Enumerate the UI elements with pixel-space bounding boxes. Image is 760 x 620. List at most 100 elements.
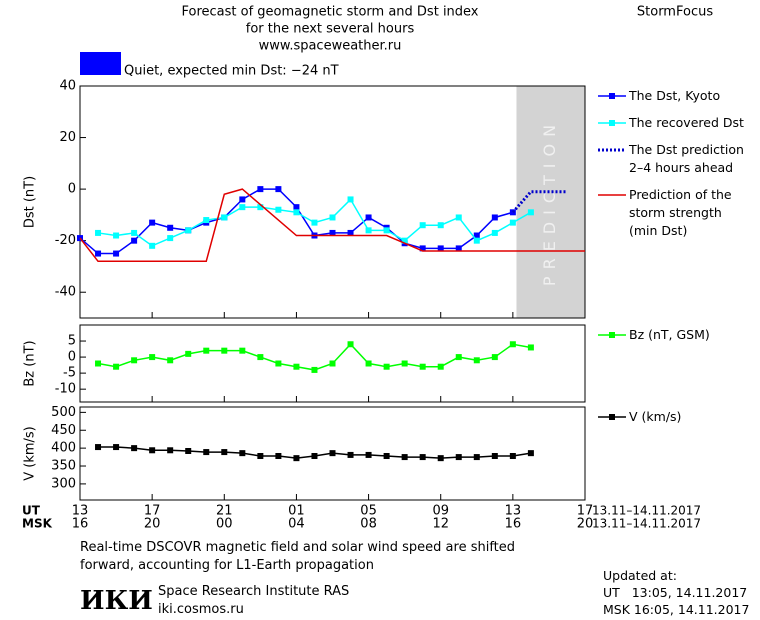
- legend-label: The recovered Dst: [629, 115, 744, 130]
- point: [437, 245, 444, 252]
- point: [527, 209, 534, 216]
- y-axis-label: V (km/s): [23, 426, 38, 481]
- y-tick-label: 40: [59, 79, 76, 94]
- note: forward, accounting for L1-Earth propaga…: [80, 558, 374, 573]
- institute: Space Research Institute RAS: [158, 584, 350, 599]
- point: [167, 224, 174, 231]
- series-line: [97, 343, 532, 371]
- point: [383, 453, 390, 460]
- point: [311, 453, 318, 460]
- point: [455, 454, 462, 461]
- x-tick-label-msk: 20: [144, 517, 161, 532]
- point: [347, 196, 354, 203]
- y-tick-label: 350: [51, 459, 76, 474]
- updated-ut: UT 13:05, 14.11.2017: [603, 585, 748, 600]
- point: [365, 451, 372, 458]
- site: iki.cosmos.ru: [158, 602, 244, 617]
- point: [329, 360, 336, 367]
- plot-frame: [79, 324, 586, 403]
- point: [437, 455, 444, 462]
- y-tick-label: 300: [51, 476, 76, 491]
- plot-frame: [79, 406, 586, 501]
- point: [113, 250, 120, 257]
- y-axis-label: Bz (nT): [23, 340, 38, 386]
- y-tick-label: -5: [63, 366, 76, 381]
- plot-frame: [79, 85, 586, 319]
- x-tick-label: 09: [432, 504, 449, 519]
- x-tick-label-msk: 16: [72, 517, 89, 532]
- point: [239, 204, 246, 211]
- point: [95, 360, 102, 367]
- point: [275, 360, 282, 367]
- point: [275, 453, 282, 460]
- title-line: www.spaceweather.ru: [259, 39, 402, 54]
- point: [113, 232, 120, 239]
- point: [185, 447, 192, 454]
- y-tick-label: 400: [51, 441, 76, 456]
- point: [257, 204, 264, 211]
- x-tick-label-msk: 04: [288, 517, 305, 532]
- point: [401, 237, 408, 244]
- y-tick-label: 0: [68, 182, 76, 197]
- point: [455, 354, 462, 361]
- status-text: Quiet, expected min Dst: −24 nT: [124, 64, 339, 79]
- logo: ИКИ: [80, 586, 153, 616]
- point: [329, 450, 336, 457]
- point: [419, 363, 426, 370]
- point: [491, 354, 498, 361]
- point: [383, 227, 390, 234]
- point: [131, 237, 138, 244]
- prediction-label: PREDICTION: [540, 118, 559, 286]
- brand: StormFocus: [637, 5, 713, 20]
- point: [419, 454, 426, 461]
- y-tick-label: -20: [55, 233, 76, 248]
- point: [167, 447, 174, 454]
- point: [473, 237, 480, 244]
- point: [491, 453, 498, 460]
- point: [293, 209, 300, 216]
- point: [149, 354, 156, 361]
- x-axis-label: MSK: [22, 517, 53, 531]
- point: [455, 245, 462, 252]
- point: [239, 347, 246, 354]
- point: [509, 219, 516, 226]
- prediction-zone: [516, 86, 585, 318]
- legend-label: V (km/s): [629, 409, 682, 424]
- point: [275, 186, 282, 193]
- y-tick-label: 0: [68, 350, 76, 365]
- point: [95, 229, 102, 236]
- point: [185, 350, 192, 357]
- y-tick-label: -40: [55, 285, 76, 300]
- series-line: [511, 190, 567, 214]
- point: [473, 454, 480, 461]
- legend-marker: [609, 120, 615, 126]
- point: [527, 450, 534, 457]
- point: [257, 354, 264, 361]
- note: Real-time DSCOVR magnetic field and sola…: [80, 540, 516, 555]
- point: [149, 242, 156, 249]
- point: [257, 186, 264, 193]
- point: [167, 235, 174, 242]
- point: [401, 360, 408, 367]
- x-range: 13.11–14.11.2017: [592, 504, 701, 518]
- point: [221, 347, 228, 354]
- point: [383, 363, 390, 370]
- point: [95, 250, 102, 257]
- point: [131, 357, 138, 364]
- point: [437, 363, 444, 370]
- legend-marker: [609, 332, 615, 338]
- point: [509, 341, 516, 348]
- y-tick-label: -10: [55, 382, 76, 397]
- point: [203, 217, 210, 224]
- point: [131, 229, 138, 236]
- point: [239, 196, 246, 203]
- y-tick-label: 5: [68, 334, 76, 349]
- point: [203, 347, 210, 354]
- x-tick-label: 13: [505, 504, 522, 519]
- y-axis-label: Dst (nT): [23, 176, 38, 228]
- point: [437, 222, 444, 229]
- point: [257, 453, 264, 460]
- point: [401, 454, 408, 461]
- point: [419, 245, 426, 252]
